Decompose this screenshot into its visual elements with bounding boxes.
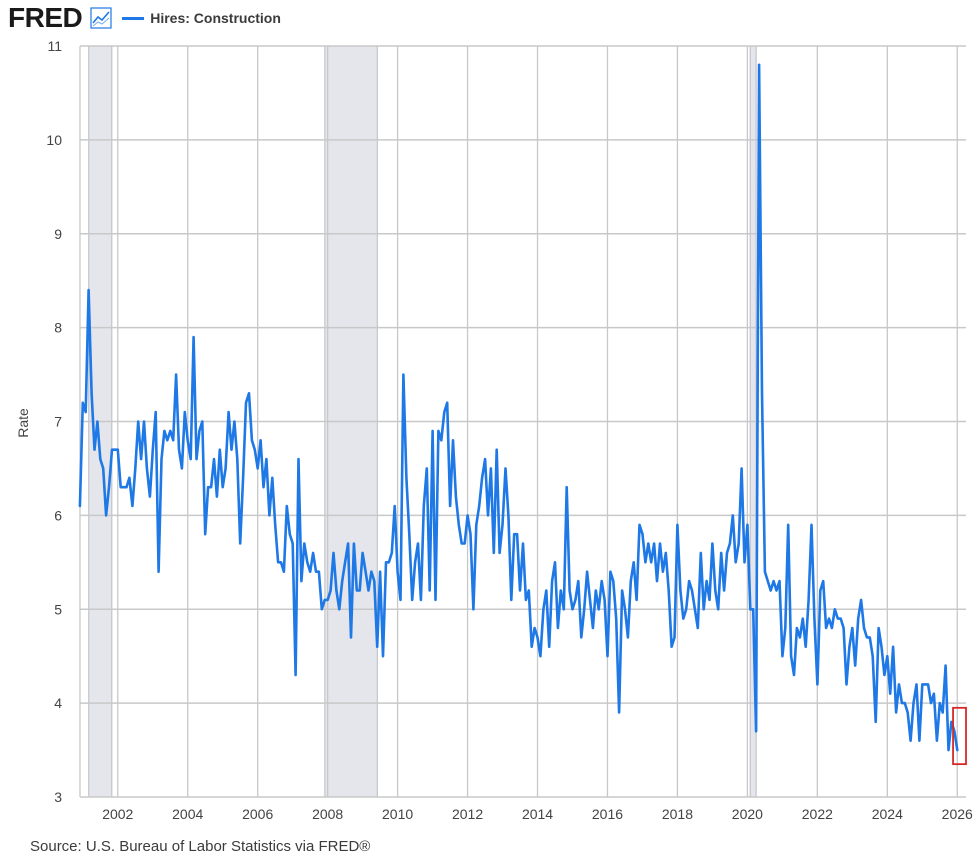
x-tick-label: 2002 — [102, 806, 133, 822]
x-tick-label: 2020 — [732, 806, 763, 822]
y-tick-label: 5 — [54, 601, 62, 617]
y-tick-label: 10 — [46, 132, 62, 148]
grid-layer — [79, 45, 966, 798]
line-chart-icon[interactable] — [90, 7, 112, 29]
y-tick-label: 11 — [47, 38, 62, 54]
y-tick-labels: 3 4 5 6 7 8 9 10 11 — [46, 38, 62, 805]
x-tick-label: 2004 — [172, 806, 203, 822]
legend-swatch — [122, 16, 145, 20]
legend: Hires: Construction — [122, 10, 281, 26]
y-tick-label: 4 — [54, 695, 62, 711]
highlight-layer — [952, 706, 967, 766]
x-tick-label: 2012 — [452, 806, 483, 822]
legend-label: Hires: Construction — [150, 10, 281, 26]
fred-logo[interactable]: FRED — [8, 2, 83, 33]
y-tick-label: 6 — [54, 507, 62, 523]
x-tick-label: 2006 — [242, 806, 273, 822]
x-tick-labels: 2002 2004 2006 2008 2010 2012 2014 2016 2018 2020… — [102, 806, 973, 822]
y-tick-label: 3 — [54, 789, 62, 805]
y-axis-label: Rate — [15, 408, 31, 438]
x-tick-label: 2014 — [522, 806, 553, 822]
series-layer — [78, 63, 959, 752]
x-tick-label: 2016 — [592, 806, 623, 822]
x-tick-label: 2010 — [382, 806, 413, 822]
x-tick-label: 2026 — [942, 806, 973, 822]
y-tick-label: 8 — [54, 320, 62, 336]
y-tick-label: 7 — [54, 414, 62, 430]
source-note: Source: U.S. Bureau of Labor Statistics … — [30, 838, 371, 855]
x-tick-label: 2022 — [802, 806, 833, 822]
x-tick-label: 2008 — [312, 806, 343, 822]
x-tick-label: 2018 — [662, 806, 693, 822]
highlight-box — [952, 706, 967, 766]
x-tick-label: 2024 — [872, 806, 903, 822]
chart-header: FRED Hires: Construction — [8, 3, 281, 33]
y-tick-label: 9 — [54, 226, 62, 242]
series-line — [78, 63, 959, 752]
